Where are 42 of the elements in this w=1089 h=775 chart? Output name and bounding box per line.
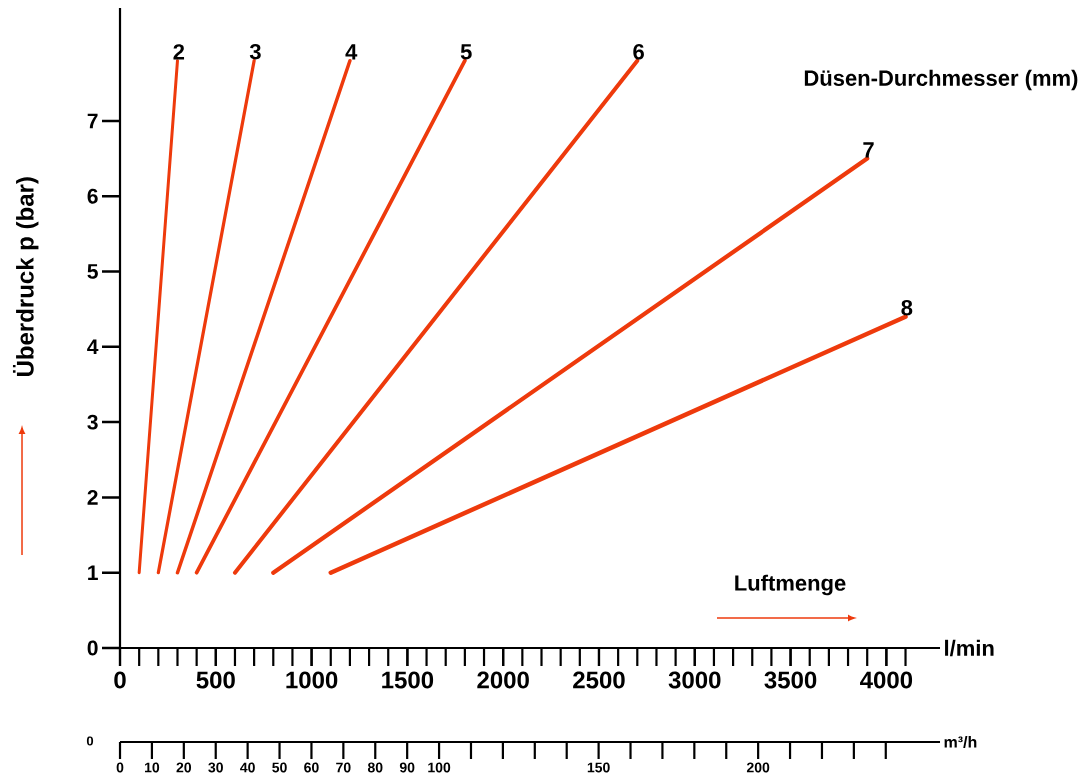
x2-tick-label: 100	[428, 762, 451, 773]
series-label: 4	[345, 44, 358, 60]
y-tick-label: 4	[87, 339, 99, 355]
x2-tick-label: 70	[336, 762, 351, 773]
x2-tick-label: 200	[746, 762, 770, 773]
series-label: 8	[901, 299, 913, 316]
x2-tick-label: 150	[587, 762, 610, 773]
x2-tick-label: 10	[145, 762, 160, 773]
x2-tick-label: 90	[399, 762, 415, 773]
series-label: 6	[633, 43, 644, 60]
series-label: 2	[173, 44, 185, 60]
annotation: Luftmenge	[735, 574, 846, 596]
y-tick-label: 1	[88, 565, 98, 580]
x-tick-label: 500	[196, 671, 235, 689]
x-tick-label: 3500	[764, 671, 817, 689]
x-axis-title: l/min	[945, 639, 994, 657]
y-tick-label: 2	[87, 490, 98, 505]
y-tick-label: 5	[87, 264, 98, 279]
y-tick-label: 3	[87, 414, 98, 430]
x-tick-label: 0	[114, 671, 126, 689]
x2-tick-label: 50	[272, 762, 287, 773]
x-tick-label: 2000	[477, 671, 529, 689]
x2-tick-label: 80	[367, 762, 383, 773]
x2-tick-label: 60	[304, 762, 319, 773]
legend-title: Düsen-Durchmesser (mm)	[804, 69, 1078, 91]
x-tick-label: 4000	[860, 671, 913, 689]
x2-tick-label: 40	[240, 762, 255, 773]
x-tick-label: 3000	[668, 671, 721, 689]
series-label: 5	[460, 44, 472, 60]
y-axis-title: Überdruck p (bar)	[12, 177, 39, 377]
x2-tick-label: 0	[116, 762, 124, 773]
x-tick-label: 1000	[286, 671, 338, 689]
x-tick-label: 2500	[573, 671, 625, 689]
y-tick-label: 7	[87, 113, 98, 129]
x2-tick-label: 20	[176, 762, 192, 773]
series-label: 3	[249, 43, 261, 60]
x2-axis-title: m³/h	[944, 736, 977, 748]
x2-tick-label: 30	[208, 762, 223, 773]
y-tick-label: 6	[87, 188, 98, 204]
y-tick-label: 0	[87, 640, 98, 656]
series-label: 7	[863, 142, 874, 158]
x-tick-label: 1500	[382, 671, 434, 689]
